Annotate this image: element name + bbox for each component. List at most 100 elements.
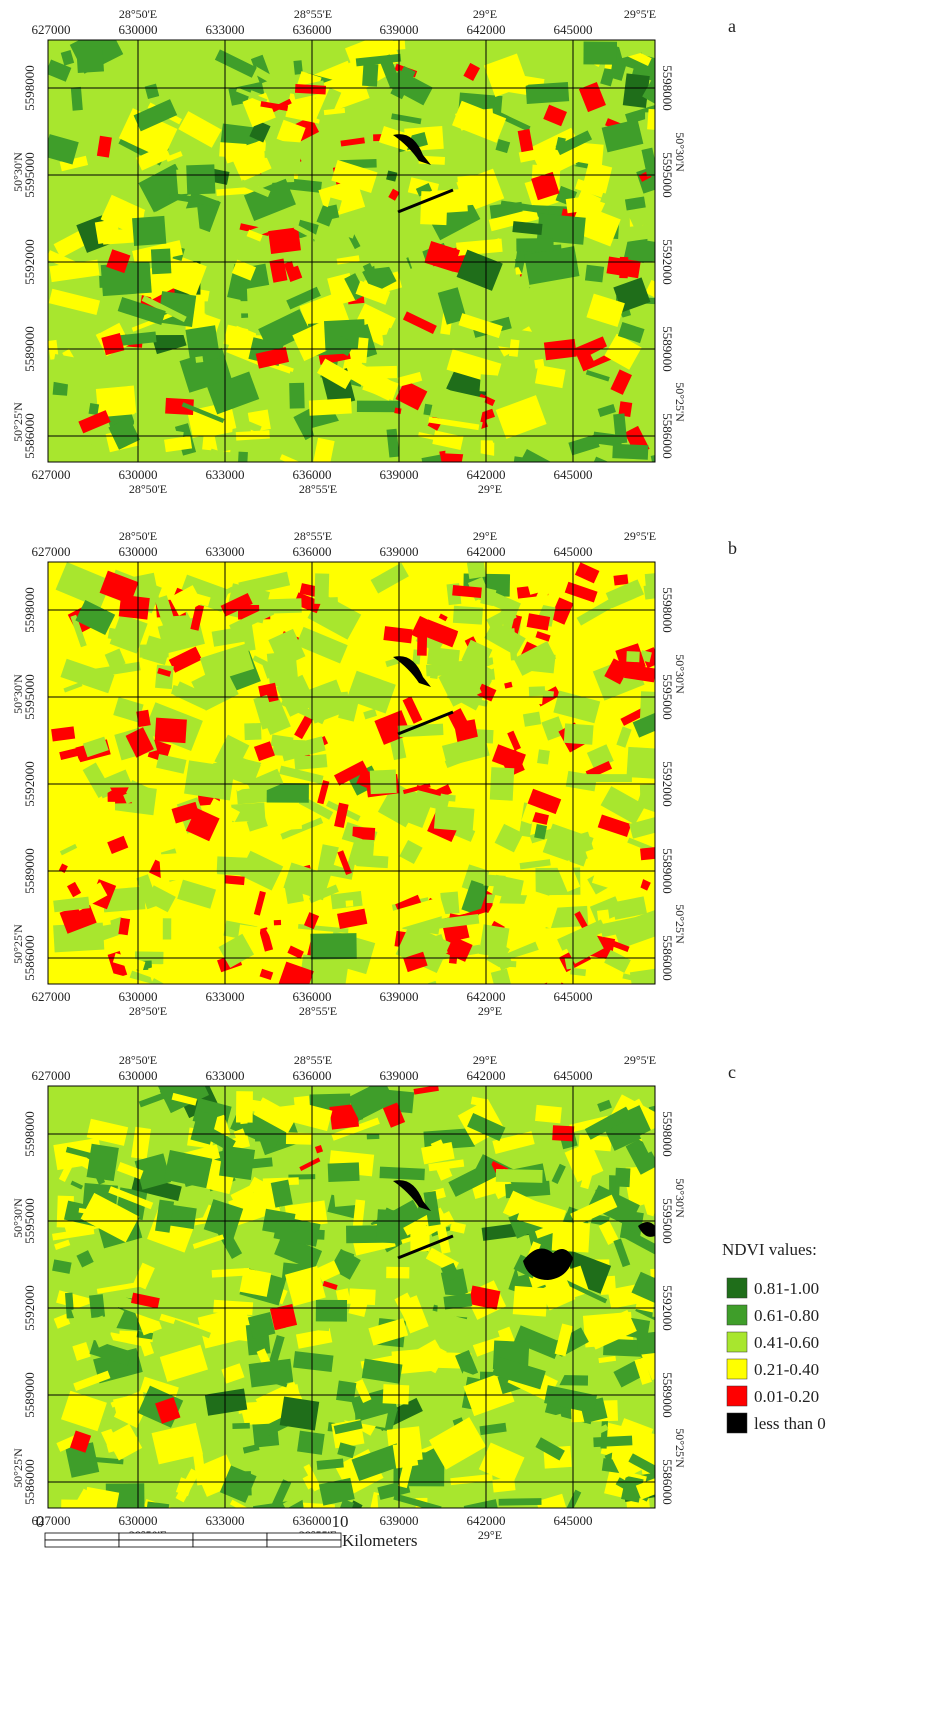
land-patch (283, 818, 303, 831)
land-patch (464, 658, 492, 684)
land-patch (145, 1501, 170, 1508)
land-patch (604, 949, 631, 973)
land-patch (232, 757, 261, 787)
land-patch (59, 843, 78, 856)
latitude-label: 50°25'N (11, 924, 25, 964)
land-patch (626, 1498, 653, 1508)
land-patch (449, 1221, 466, 1234)
land-patch (452, 585, 482, 598)
land-patch (70, 614, 87, 648)
land-patch (402, 205, 418, 234)
land-patch (48, 59, 72, 82)
land-patch (169, 192, 220, 208)
land-patch (310, 304, 320, 315)
easting-label: 627000 (32, 989, 71, 1004)
land-patch (108, 417, 141, 450)
land-patch (113, 697, 144, 723)
latitude-label: 50°25'N (673, 1428, 687, 1468)
land-patch (253, 741, 275, 762)
land-patch (470, 774, 491, 801)
land-patch (76, 1250, 94, 1268)
longitude-label: 28°50'E (129, 1004, 167, 1018)
land-patch (355, 53, 402, 67)
land-patch (96, 1281, 142, 1294)
stream (397, 710, 454, 736)
water (393, 134, 431, 165)
easting-label: 642000 (467, 22, 506, 37)
land-patch (294, 754, 328, 771)
land-patch (552, 1125, 575, 1142)
easting-label: 642000 (467, 1513, 506, 1528)
panel-label: c (728, 1062, 736, 1082)
land-patch (466, 562, 486, 580)
land-patch (52, 1259, 72, 1274)
land-patch (492, 1131, 535, 1154)
land-patch (556, 860, 581, 892)
land-patch (289, 1223, 300, 1233)
land-patch (199, 643, 255, 684)
northing-label: 5592000 (660, 239, 675, 285)
land-patch (368, 1318, 409, 1346)
land-patch (65, 1442, 100, 1478)
land-patch (230, 1185, 256, 1207)
easting-label: 627000 (32, 1513, 71, 1528)
land-patch (553, 690, 601, 724)
land-patch (59, 747, 80, 761)
easting-label: 639000 (380, 467, 419, 482)
land-patch (526, 613, 551, 631)
land-patch (164, 435, 193, 453)
land-patch (632, 710, 655, 738)
land-patch (597, 814, 632, 838)
land-patch (89, 1456, 124, 1465)
land-patch (295, 626, 348, 664)
easting-label: 639000 (380, 1068, 419, 1083)
land-patch (316, 205, 336, 227)
land-patch (120, 823, 134, 830)
land-patch (346, 670, 396, 714)
land-patch (271, 1479, 292, 1508)
land-patch (535, 1104, 562, 1124)
land-patch (383, 327, 433, 361)
land-patch (425, 684, 439, 706)
land-patch (185, 325, 221, 363)
land-patch (389, 734, 407, 761)
easting-label: 645000 (554, 1068, 593, 1083)
land-patch (66, 881, 82, 898)
land-patch (285, 1265, 326, 1307)
longitude-label: 28°50'E (129, 482, 167, 496)
land-patch (356, 337, 369, 364)
land-patch (348, 1288, 376, 1306)
land-patch (448, 943, 459, 964)
longitude-label: 29°5'E (624, 7, 656, 21)
land-patch (316, 1260, 341, 1282)
land-patch (232, 1422, 250, 1430)
northing-label: 5598000 (660, 587, 675, 633)
land-patch (279, 454, 311, 462)
land-patch (600, 786, 646, 825)
land-patch (95, 385, 137, 418)
land-patch (73, 440, 113, 462)
land-patch (631, 1271, 655, 1305)
longitude-label: 28°55'E (299, 482, 337, 496)
land-patch (115, 207, 145, 220)
land-patch (246, 229, 263, 242)
land-patch (327, 1162, 360, 1183)
land-patch (247, 1311, 276, 1339)
land-patch (82, 736, 109, 758)
northing-label: 5592000 (22, 761, 37, 807)
land-patch (639, 784, 655, 799)
easting-label: 633000 (206, 989, 245, 1004)
land-patch (617, 322, 645, 344)
land-patch (214, 431, 238, 453)
land-patch (199, 79, 213, 94)
land-patch (80, 1192, 140, 1243)
land-patch (564, 957, 575, 970)
land-patch (53, 1313, 71, 1329)
land-patch (269, 258, 288, 283)
land-patch (537, 749, 550, 765)
easting-label: 642000 (467, 1068, 506, 1083)
water (393, 1180, 431, 1211)
land-patch (517, 129, 534, 153)
land-patch (192, 1234, 225, 1249)
land-patch (492, 1356, 546, 1390)
